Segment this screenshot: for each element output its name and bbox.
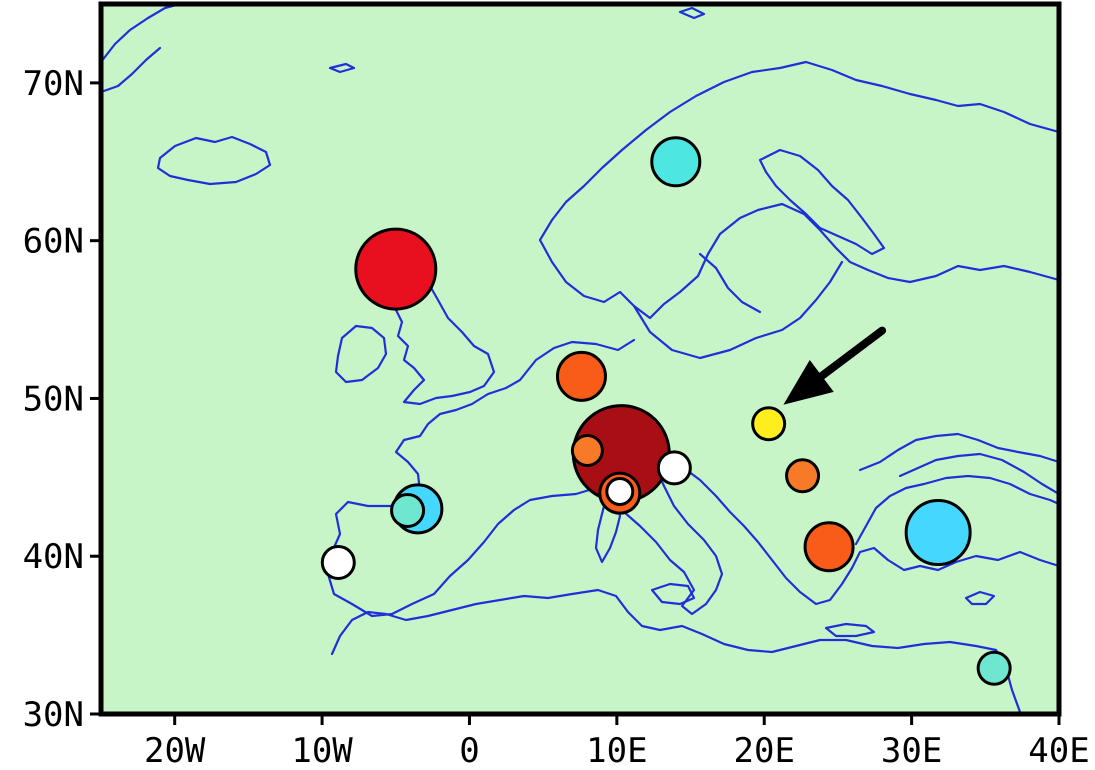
coastline-layer (101, 4, 1059, 714)
marker-slovenia (656, 450, 692, 486)
marker-greece (803, 521, 855, 573)
y-tick-label: 50N (23, 379, 84, 419)
coastline-finland (758, 148, 886, 256)
marker-switzerland (570, 434, 604, 468)
map-frame (98, 1, 1062, 717)
marker-poland-yellow (751, 406, 787, 442)
marker-romania (785, 458, 821, 494)
annotation-arrow (783, 326, 887, 405)
x-tick-label: 20E (734, 731, 795, 770)
coastline-north-islands (328, 6, 706, 74)
marker-germany (555, 350, 607, 402)
x-tick-label: 0 (459, 731, 479, 770)
y-tick-label: 30N (23, 695, 84, 735)
coastline-greenland (101, 4, 182, 94)
coastline-scandinavia (538, 60, 1059, 320)
x-tick-label: 10E (586, 731, 647, 770)
coastline-ireland (334, 324, 388, 384)
coastline-north-africa (330, 588, 1022, 714)
marker-scotland (354, 227, 438, 311)
marker-portugal (320, 545, 356, 581)
longitude-axis: 20W 10W 0 10E 20E 30E 40E (144, 714, 1090, 770)
coastline-continent (326, 338, 1059, 618)
coastline-crete (824, 622, 876, 638)
y-tick-label: 70N (23, 64, 84, 104)
arrow-shaft (817, 326, 887, 380)
latitude-axis: 30N 40N 50N 60N 70N (23, 64, 101, 735)
coastline-black-sea (858, 432, 1059, 472)
marker-italy-white (605, 477, 635, 507)
x-tick-label: 10W (291, 731, 353, 770)
arrow-head (783, 359, 834, 405)
coastline-great-britain (394, 282, 496, 406)
coastline-cyprus (964, 590, 996, 606)
coastline-iceland (156, 135, 272, 186)
marker-scandinavia (650, 136, 702, 188)
x-tick-label: 30E (881, 731, 942, 770)
x-tick-label: 40E (1028, 731, 1089, 770)
y-tick-label: 40N (23, 537, 84, 577)
y-tick-label: 60N (23, 222, 84, 262)
coastline-baltic (632, 252, 844, 360)
marker-spain-north-small (390, 492, 426, 528)
coastline-sicily (650, 582, 696, 606)
marker-black-sea (904, 499, 972, 567)
station-markers (320, 136, 1012, 686)
marker-levant (976, 650, 1012, 686)
x-tick-label: 20W (144, 731, 206, 770)
